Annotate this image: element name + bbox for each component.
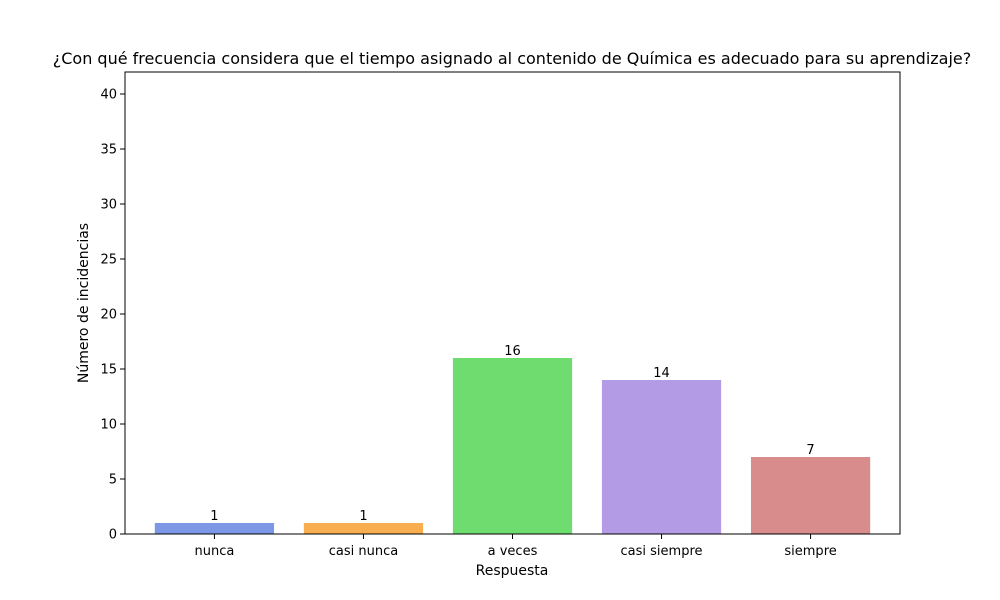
bars-group: 1 1 16 14 7 xyxy=(154,344,871,534)
y-tick-label: 35 xyxy=(100,143,117,158)
y-tick-label: 10 xyxy=(100,418,117,433)
y-tick-label: 5 xyxy=(109,473,117,488)
x-axis: nunca casi nunca a veces casi siempre siempr… xyxy=(195,534,837,559)
y-axis: 0 5 10 15 20 25 30 35 40 xyxy=(100,88,125,543)
x-tick-label: casi siempre xyxy=(621,544,703,559)
bar-value-label: 1 xyxy=(210,509,218,524)
x-axis-label: Respuesta xyxy=(476,563,549,579)
y-tick-label: 20 xyxy=(100,308,117,323)
plot-frame xyxy=(124,71,901,535)
bar-siempre xyxy=(750,457,871,534)
x-tick-label: nunca xyxy=(195,544,235,559)
bar-value-label: 14 xyxy=(653,366,670,381)
bar-value-label: 16 xyxy=(504,344,521,359)
y-axis-label: Número de incidencias xyxy=(76,223,92,383)
bar-value-label: 7 xyxy=(806,443,814,458)
bar-a-veces xyxy=(452,358,573,534)
bar-value-label: 1 xyxy=(359,509,367,524)
y-tick-label: 15 xyxy=(100,363,117,378)
x-tick-label: siempre xyxy=(784,544,836,559)
bar-nunca xyxy=(154,523,275,534)
y-tick-label: 0 xyxy=(109,528,117,543)
x-tick-label: a veces xyxy=(488,544,538,559)
chart-title: ¿Con qué frecuencia considera que el tie… xyxy=(53,49,972,68)
y-tick-label: 30 xyxy=(100,198,117,213)
y-tick-label: 40 xyxy=(100,88,117,103)
bar-casi-siempre xyxy=(601,380,722,534)
bar-casi-nunca xyxy=(303,523,424,534)
x-tick-label: casi nunca xyxy=(329,544,398,559)
y-tick-label: 25 xyxy=(100,253,117,268)
